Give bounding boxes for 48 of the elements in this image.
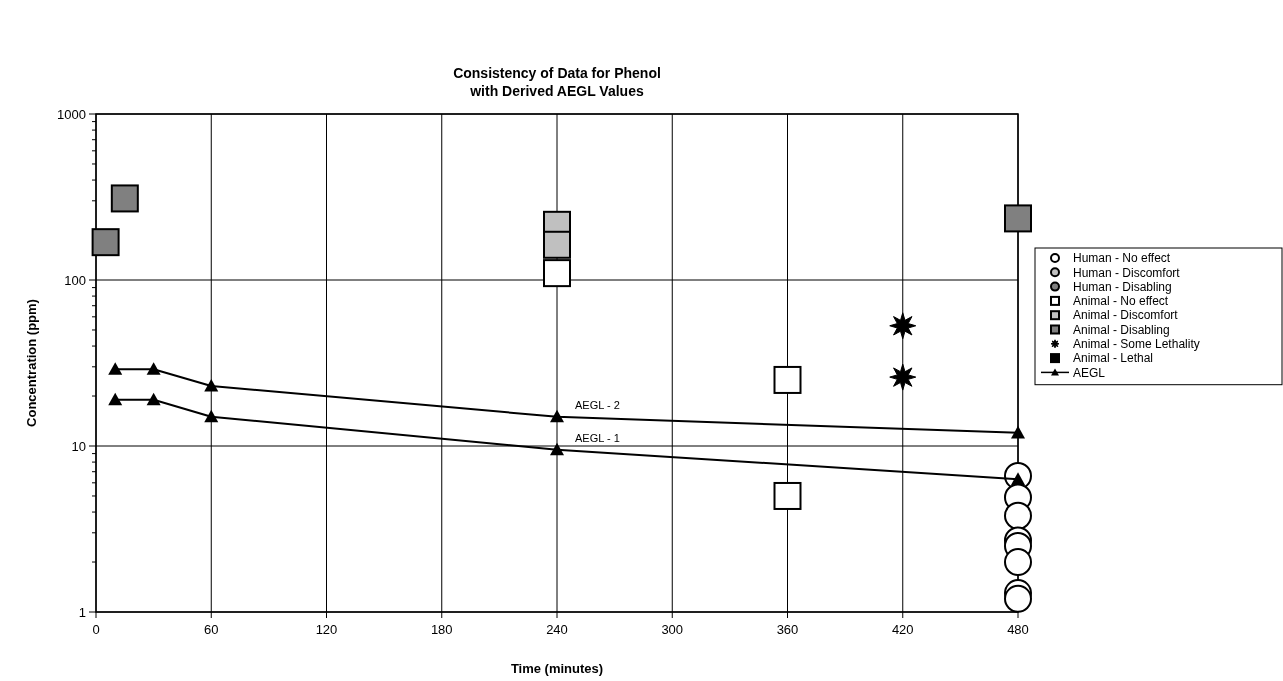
y-tick-label: 1 — [78, 604, 86, 620]
point — [889, 312, 917, 340]
point — [204, 409, 219, 423]
x-tick-label: 0 — [92, 622, 100, 637]
legend-label: Animal - Discomfort — [1073, 308, 1179, 323]
point — [91, 228, 120, 257]
point — [1004, 204, 1032, 233]
annotation: AEGL - 1 — [575, 431, 620, 444]
point — [1011, 425, 1025, 439]
point — [1004, 584, 1032, 613]
x-tick-label: 480 — [1007, 622, 1029, 637]
point — [543, 230, 571, 259]
x-tick-label: 180 — [430, 622, 453, 637]
point — [550, 442, 564, 456]
point — [1004, 501, 1032, 530]
legend-label: Animal - Disabling — [1073, 322, 1170, 337]
x-tick-label: 300 — [661, 622, 684, 637]
point — [146, 362, 161, 375]
point — [108, 392, 123, 406]
x-tick-label: 120 — [315, 622, 338, 637]
point — [773, 365, 802, 394]
point — [889, 363, 917, 391]
x-tick-label: 420 — [891, 622, 914, 637]
legend-label: AEGL — [1073, 365, 1106, 380]
annotation: AEGL - 2 — [575, 398, 620, 411]
x-axis-title: Time (minutes) — [510, 661, 604, 676]
legend-label: Animal - No effect — [1073, 294, 1169, 309]
y-tick-label: 100 — [64, 272, 86, 288]
legend-label: Human - Disabling — [1073, 279, 1172, 294]
x-tick-label: 360 — [776, 622, 799, 637]
point — [543, 259, 571, 288]
legend-label: Animal - Lethal — [1073, 351, 1154, 366]
y-tick-label: 1000 — [57, 106, 86, 122]
y-tick-label: 10 — [71, 438, 86, 454]
point — [146, 392, 161, 406]
x-tick-label: 60 — [204, 622, 219, 637]
legend-label: Human - No effect — [1073, 251, 1171, 266]
point — [550, 409, 564, 423]
legend-label: Animal - Some Lethality — [1073, 337, 1200, 351]
y-axis-title: Concentration (ppm) — [24, 299, 39, 427]
point — [773, 481, 802, 510]
point — [1004, 548, 1032, 577]
point — [110, 184, 139, 213]
legend-label: Human - Discomfort — [1073, 265, 1181, 280]
point — [204, 378, 219, 392]
x-tick-label: 240 — [546, 622, 568, 637]
point — [108, 362, 123, 375]
chart-title: Consistency of Data for Phenol with Derived AEGL Values — [453, 65, 661, 99]
